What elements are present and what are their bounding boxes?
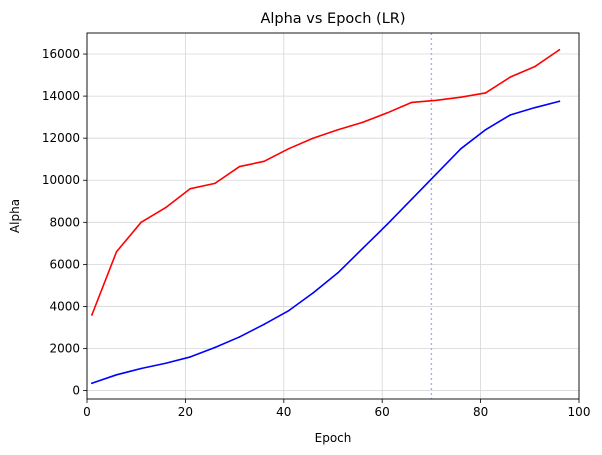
- data-point: [115, 374, 118, 376]
- y-tick-label: 0: [72, 384, 80, 398]
- data-point: [558, 100, 561, 103]
- data-point: [361, 247, 364, 250]
- x-axis: 0 20 40 60 80 100: [83, 399, 590, 419]
- data-point: [140, 367, 142, 370]
- y-tick-label: 8000: [49, 215, 80, 229]
- data-point: [91, 314, 93, 316]
- y-tick-label: 14000: [42, 89, 80, 103]
- data-point: [337, 271, 339, 274]
- data-point: [337, 128, 339, 131]
- data-point: [460, 96, 462, 98]
- data-point: [164, 362, 167, 365]
- x-tick-label: 100: [568, 405, 591, 419]
- data-point: [410, 198, 413, 200]
- data-point: [460, 147, 462, 150]
- y-tick-label: 4000: [49, 299, 80, 313]
- data-point: [189, 187, 192, 190]
- data-point: [509, 76, 511, 78]
- data-point: [214, 346, 216, 349]
- y-tick-label: 6000: [49, 257, 80, 271]
- series-layer: [90, 48, 561, 385]
- y-tick-label: 16000: [42, 47, 80, 61]
- data-point: [410, 101, 413, 104]
- data-point: [189, 356, 192, 358]
- data-point: [386, 112, 388, 114]
- x-tick-label: 40: [276, 405, 291, 419]
- x-tick-label: 20: [178, 405, 193, 419]
- chart-title: Alpha vs Epoch (LR): [260, 11, 405, 27]
- data-point: [386, 223, 388, 226]
- data-point: [533, 65, 536, 68]
- data-point: [214, 182, 216, 185]
- data-point: [509, 114, 511, 116]
- data-point: [140, 221, 142, 224]
- data-point: [91, 382, 93, 385]
- y-tick-label: 12000: [42, 131, 80, 145]
- series-line-2: [90, 100, 561, 385]
- data-point: [263, 160, 265, 163]
- y-axis: 0 2000 4000 6000 8000 10000 12000 14000 16000: [42, 47, 87, 398]
- data-point: [361, 121, 364, 124]
- data-point: [238, 336, 241, 338]
- plot-frame: [86, 32, 580, 400]
- data-point: [435, 99, 438, 102]
- data-point: [435, 173, 438, 175]
- data-point: [115, 250, 118, 253]
- data-point: [484, 92, 487, 94]
- y-axis-title: Alpha: [8, 199, 22, 233]
- data-point: [287, 309, 290, 312]
- y-tick-label: 2000: [49, 342, 80, 356]
- data-point: [312, 291, 315, 294]
- data-point: [287, 147, 290, 150]
- data-point: [164, 206, 167, 209]
- data-point: [558, 49, 561, 51]
- x-axis-title: Epoch: [315, 431, 352, 445]
- data-point: [263, 323, 265, 326]
- x-tick-label: 0: [83, 405, 91, 419]
- data-point: [238, 165, 241, 168]
- data-point: [312, 137, 315, 139]
- series-line-1: [90, 48, 561, 316]
- x-tick-label: 80: [473, 405, 488, 419]
- data-point: [533, 106, 536, 109]
- data-point: [484, 128, 487, 131]
- y-tick-label: 10000: [42, 173, 80, 187]
- x-tick-label: 60: [375, 405, 390, 419]
